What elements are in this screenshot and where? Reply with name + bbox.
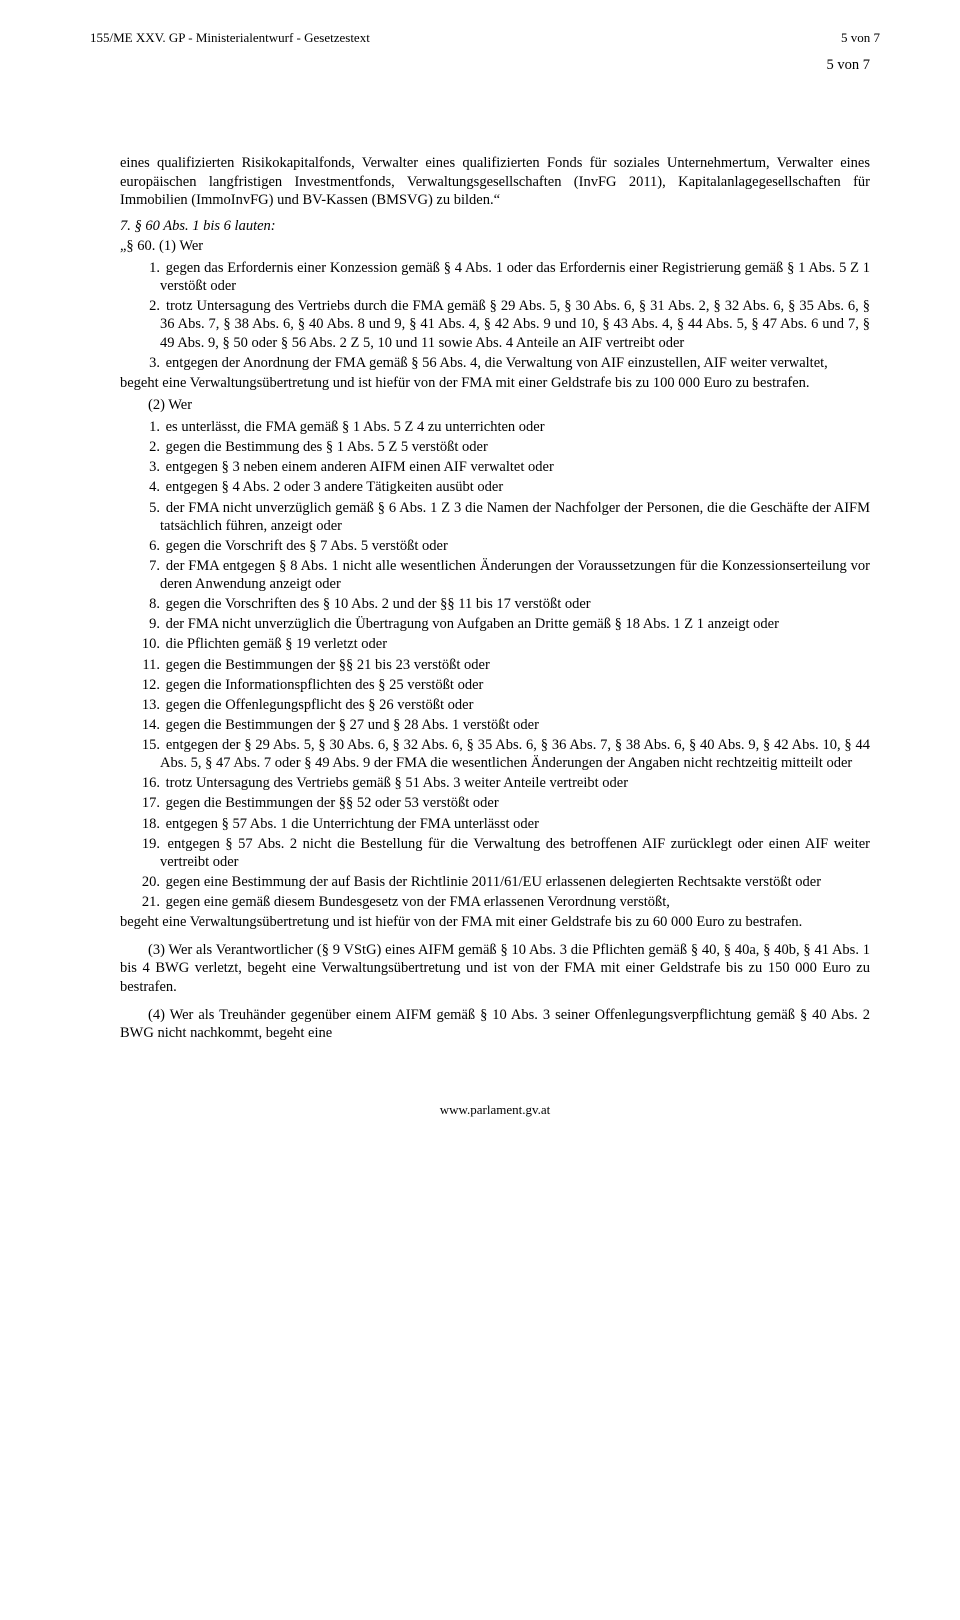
- list-item: 6. gegen die Vorschrift des § 7 Abs. 5 v…: [120, 537, 870, 555]
- list-text: der FMA nicht unverzüglich die Übertragu…: [162, 616, 779, 632]
- list-number: 7.: [136, 557, 160, 575]
- tail-2: begeht eine Verwaltungsübertretung und i…: [120, 913, 870, 931]
- intro-paragraph: eines qualifizierten Risikokapitalfonds,…: [120, 154, 870, 208]
- list-number: 8.: [136, 595, 160, 613]
- list-item: 9. der FMA nicht unverzüglich die Übertr…: [120, 615, 870, 633]
- abs3: (3) Wer als Verantwortlicher (§ 9 VStG) …: [120, 941, 870, 995]
- list-item: 3. entgegen § 3 neben einem anderen AIFM…: [120, 458, 870, 476]
- list-text: trotz Untersagung des Vertriebs durch di…: [160, 298, 870, 350]
- list-item: 7. der FMA entgegen § 8 Abs. 1 nicht all…: [120, 557, 870, 593]
- list-item: 11. gegen die Bestimmungen der §§ 21 bis…: [120, 656, 870, 674]
- list-text: gegen die Informationspflichten des § 25…: [162, 677, 483, 693]
- list-text: gegen eine gemäß diesem Bundesgesetz von…: [162, 894, 670, 910]
- tail-1: begeht eine Verwaltungsübertretung und i…: [120, 374, 870, 392]
- footer-url: www.parlament.gv.at: [120, 1102, 870, 1118]
- list-number: 16.: [136, 774, 160, 792]
- list-item: 12. gegen die Informationspflichten des …: [120, 676, 870, 694]
- list-number: 17.: [136, 794, 160, 812]
- list-item: 13. gegen die Offenlegungspflicht des § …: [120, 696, 870, 714]
- list-number: 13.: [136, 696, 160, 714]
- list-item: 21. gegen eine gemäß diesem Bundesgesetz…: [120, 893, 870, 911]
- list-text: es unterlässt, die FMA gemäß § 1 Abs. 5 …: [162, 419, 545, 435]
- list-text: gegen eine Bestimmung der auf Basis der …: [162, 874, 821, 890]
- list-item: 8. gegen die Vorschriften des § 10 Abs. …: [120, 595, 870, 613]
- list-number: 2.: [136, 297, 160, 315]
- abs2-head: (2) Wer: [120, 396, 870, 414]
- section-7-lead: 7. § 60 Abs. 1 bis 6 lauten:: [120, 217, 870, 235]
- list-number: 15.: [136, 736, 160, 754]
- list-text: entgegen der § 29 Abs. 5, § 30 Abs. 6, §…: [160, 737, 870, 771]
- list-text: gegen die Bestimmungen der §§ 52 oder 53…: [162, 795, 499, 811]
- list-number: 1.: [136, 418, 160, 436]
- list-item: 19. entgegen § 57 Abs. 2 nicht die Beste…: [120, 835, 870, 871]
- list-item: 20. gegen eine Bestimmung der auf Basis …: [120, 873, 870, 891]
- list-item: 14. gegen die Bestimmungen der § 27 und …: [120, 716, 870, 734]
- list-text: die Pflichten gemäß § 19 verletzt oder: [162, 636, 387, 652]
- list-text: entgegen der Anordnung der FMA gemäß § 5…: [162, 355, 828, 371]
- list-number: 9.: [136, 615, 160, 633]
- list-number: 11.: [136, 656, 160, 674]
- header-left: 155/ME XXV. GP - Ministerialentwurf - Ge…: [90, 30, 370, 46]
- list-item: 4. entgegen § 4 Abs. 2 oder 3 andere Tät…: [120, 478, 870, 496]
- list-2: 1. es unterlässt, die FMA gemäß § 1 Abs.…: [120, 418, 870, 911]
- list-item: 3. entgegen der Anordnung der FMA gemäß …: [120, 354, 870, 372]
- list-number: 5.: [136, 499, 160, 517]
- list-item: 15. entgegen der § 29 Abs. 5, § 30 Abs. …: [120, 736, 870, 772]
- list-text: trotz Untersagung des Vertriebs gemäß § …: [162, 775, 628, 791]
- list-item: 17. gegen die Bestimmungen der §§ 52 ode…: [120, 794, 870, 812]
- list-text: gegen die Bestimmung des § 1 Abs. 5 Z 5 …: [162, 439, 488, 455]
- list-text: gegen das Erfordernis einer Konzession g…: [160, 260, 870, 294]
- list-item: 1. gegen das Erfordernis einer Konzessio…: [120, 259, 870, 295]
- list-number: 3.: [136, 354, 160, 372]
- list-item: 2. trotz Untersagung des Vertriebs durch…: [120, 297, 870, 351]
- list-text: entgegen § 3 neben einem anderen AIFM ei…: [162, 459, 554, 475]
- list-number: 18.: [136, 815, 160, 833]
- list-text: gegen die Offenlegungspflicht des § 26 v…: [162, 697, 473, 713]
- subheader: 5 von 7: [120, 56, 870, 74]
- list-number: 19.: [136, 835, 160, 853]
- list-number: 2.: [136, 438, 160, 456]
- list-number: 6.: [136, 537, 160, 555]
- list-number: 21.: [136, 893, 160, 911]
- list-text: entgegen § 57 Abs. 1 die Unterrichtung d…: [162, 816, 539, 832]
- list-number: 12.: [136, 676, 160, 694]
- list-text: gegen die Vorschrift des § 7 Abs. 5 vers…: [162, 538, 448, 554]
- list-number: 14.: [136, 716, 160, 734]
- list-number: 10.: [136, 635, 160, 653]
- page-header: 155/ME XXV. GP - Ministerialentwurf - Ge…: [90, 30, 880, 46]
- list-text: gegen die Vorschriften des § 10 Abs. 2 u…: [162, 596, 591, 612]
- header-right: 5 von 7: [841, 30, 880, 46]
- list-text: entgegen § 57 Abs. 2 nicht die Bestellun…: [160, 836, 870, 870]
- list-item: 2. gegen die Bestimmung des § 1 Abs. 5 Z…: [120, 438, 870, 456]
- list-item: 5. der FMA nicht unverzüglich gemäß § 6 …: [120, 499, 870, 535]
- list-item: 18. entgegen § 57 Abs. 1 die Unterrichtu…: [120, 815, 870, 833]
- abs4: (4) Wer als Treuhänder gegenüber einem A…: [120, 1006, 870, 1042]
- list-number: 3.: [136, 458, 160, 476]
- section-60-head: „§ 60. (1) Wer: [120, 237, 870, 255]
- list-number: 20.: [136, 873, 160, 891]
- list-text: der FMA entgegen § 8 Abs. 1 nicht alle w…: [160, 558, 870, 592]
- list-text: gegen die Bestimmungen der § 27 und § 28…: [162, 717, 539, 733]
- list-1: 1. gegen das Erfordernis einer Konzessio…: [120, 259, 870, 372]
- document-page: 155/ME XXV. GP - Ministerialentwurf - Ge…: [0, 0, 960, 1148]
- list-number: 1.: [136, 259, 160, 277]
- list-item: 16. trotz Untersagung des Vertriebs gemä…: [120, 774, 870, 792]
- list-item: 10. die Pflichten gemäß § 19 verletzt od…: [120, 635, 870, 653]
- list-item: 1. es unterlässt, die FMA gemäß § 1 Abs.…: [120, 418, 870, 436]
- list-text: gegen die Bestimmungen der §§ 21 bis 23 …: [162, 657, 490, 673]
- list-text: der FMA nicht unverzüglich gemäß § 6 Abs…: [160, 500, 870, 534]
- list-number: 4.: [136, 478, 160, 496]
- list-text: entgegen § 4 Abs. 2 oder 3 andere Tätigk…: [162, 479, 503, 495]
